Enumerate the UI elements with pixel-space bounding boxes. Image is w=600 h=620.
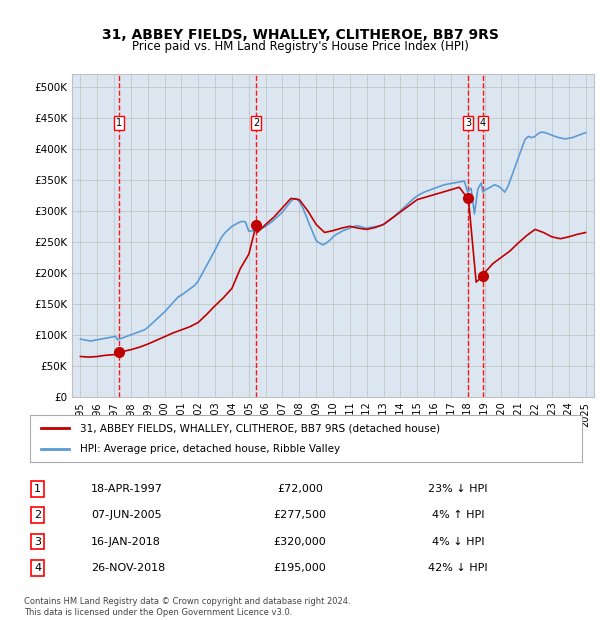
Text: £320,000: £320,000 bbox=[274, 536, 326, 546]
Text: 16-JAN-2018: 16-JAN-2018 bbox=[91, 536, 161, 546]
Text: £195,000: £195,000 bbox=[274, 563, 326, 573]
Text: 3: 3 bbox=[466, 118, 472, 128]
Text: 31, ABBEY FIELDS, WHALLEY, CLITHEROE, BB7 9RS: 31, ABBEY FIELDS, WHALLEY, CLITHEROE, BB… bbox=[101, 28, 499, 42]
Text: 07-JUN-2005: 07-JUN-2005 bbox=[91, 510, 162, 520]
Text: 1: 1 bbox=[34, 484, 41, 494]
Text: 4% ↓ HPI: 4% ↓ HPI bbox=[431, 536, 484, 546]
Text: 18-APR-1997: 18-APR-1997 bbox=[91, 484, 163, 494]
Text: Price paid vs. HM Land Registry's House Price Index (HPI): Price paid vs. HM Land Registry's House … bbox=[131, 40, 469, 53]
Text: HPI: Average price, detached house, Ribble Valley: HPI: Average price, detached house, Ribb… bbox=[80, 444, 340, 454]
Text: Contains HM Land Registry data © Crown copyright and database right 2024.
This d: Contains HM Land Registry data © Crown c… bbox=[24, 598, 350, 617]
Text: £277,500: £277,500 bbox=[274, 510, 326, 520]
Text: 1: 1 bbox=[116, 118, 122, 128]
Text: £72,000: £72,000 bbox=[277, 484, 323, 494]
Text: 26-NOV-2018: 26-NOV-2018 bbox=[91, 563, 166, 573]
Text: 4: 4 bbox=[34, 563, 41, 573]
Text: 42% ↓ HPI: 42% ↓ HPI bbox=[428, 563, 488, 573]
Text: 23% ↓ HPI: 23% ↓ HPI bbox=[428, 484, 488, 494]
Text: 2: 2 bbox=[34, 510, 41, 520]
Text: 2: 2 bbox=[253, 118, 259, 128]
Text: 31, ABBEY FIELDS, WHALLEY, CLITHEROE, BB7 9RS (detached house): 31, ABBEY FIELDS, WHALLEY, CLITHEROE, BB… bbox=[80, 423, 440, 433]
Text: 4% ↑ HPI: 4% ↑ HPI bbox=[431, 510, 484, 520]
Text: 3: 3 bbox=[34, 536, 41, 546]
Text: 4: 4 bbox=[480, 118, 486, 128]
